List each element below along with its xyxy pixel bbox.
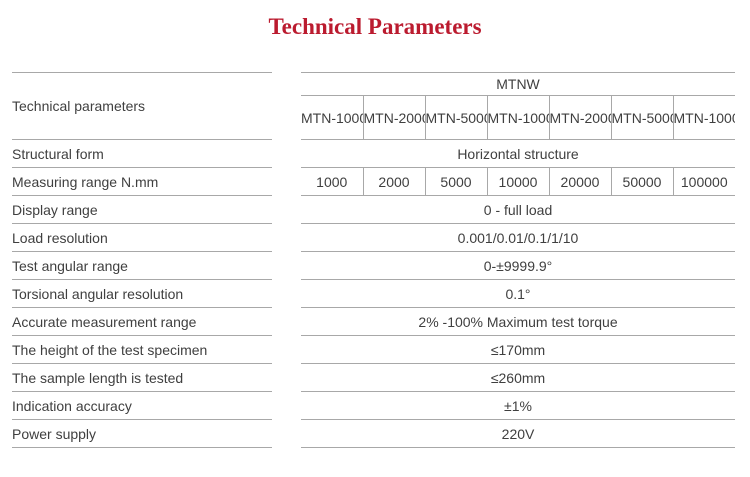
column-spacer — [272, 392, 301, 420]
param-value-span: 0.001/0.01/0.1/1/10 — [301, 223, 736, 252]
param-label: Indication accuracy — [12, 391, 272, 420]
param-value-cell: 50000 — [610, 167, 673, 196]
model-header-cell: MTN-100000W — [672, 95, 736, 140]
table-row: The sample length is tested ≤260mm — [12, 363, 736, 392]
param-label: Torsional angular resolution — [12, 279, 272, 308]
column-spacer — [272, 252, 301, 280]
param-value-cell: 10000 — [486, 167, 549, 196]
model-header-cell: MTN-10000W — [486, 95, 549, 140]
param-value-cell: 100000 — [672, 167, 736, 196]
param-label: The height of the test specimen — [12, 335, 272, 364]
param-value-span: 0.1° — [301, 279, 736, 308]
column-spacer — [272, 224, 301, 252]
param-value-span: 2% -100% Maximum test torque — [301, 307, 736, 336]
spec-table-body: Technical parametersMTNWMTN-1000WMTN-200… — [12, 72, 736, 448]
param-value-cell: 2000 — [362, 167, 425, 196]
param-value-span: ≤260mm — [301, 363, 736, 392]
model-header-cell: MTN-1000W — [301, 95, 363, 140]
table-row: Power supply 220V — [12, 419, 736, 448]
model-header-cell: MTN-2000W — [362, 95, 425, 140]
model-header-cell: MTN-50000W — [610, 95, 673, 140]
param-label: Accurate measurement range — [12, 307, 272, 336]
table-row: Load resolution 0.001/0.01/0.1/1/10 — [12, 223, 736, 252]
param-value-span: ±1% — [301, 391, 736, 420]
column-spacer — [272, 420, 301, 448]
label-column-header: Technical parameters — [12, 72, 272, 140]
column-spacer — [272, 140, 301, 168]
table-row: Measuring range N.mm 1000 2000 5000 10000 200… — [12, 167, 736, 196]
column-spacer — [272, 308, 301, 336]
page-title: Technical Parameters — [268, 14, 482, 39]
series-header: MTNW — [301, 72, 736, 96]
param-label: Power supply — [12, 419, 272, 448]
param-label: Structural form — [12, 139, 272, 168]
model-header-row: MTN-1000WMTN-2000WMTN-5000WMTN-10000WMTN… — [12, 95, 736, 140]
column-spacer — [272, 196, 301, 224]
column-spacer — [272, 364, 301, 392]
param-value-cell: 20000 — [548, 167, 611, 196]
table-row: Structural form Horizontal structure — [12, 139, 736, 168]
table-row: Display range 0 - full load — [12, 195, 736, 224]
table-row: Test angular range 0-±9999.9° — [12, 251, 736, 280]
column-spacer — [272, 168, 301, 196]
param-value-cell: 1000 — [301, 167, 363, 196]
table-row: The height of the test specimen ≤170mm — [12, 335, 736, 364]
model-header-cell: MTN-5000W — [424, 95, 487, 140]
spec-table: Technical parametersMTNWMTN-1000WMTN-200… — [12, 72, 736, 448]
series-header-row: Technical parameters MTNW — [12, 72, 736, 140]
param-label: Test angular range — [12, 251, 272, 280]
table-row: Indication accuracy ±1% — [12, 391, 736, 420]
column-spacer — [272, 73, 301, 140]
param-value-span: ≤170mm — [301, 335, 736, 364]
table-row: Torsional angular resolution 0.1° — [12, 279, 736, 308]
param-value-span: 220V — [301, 419, 736, 448]
param-label: The sample length is tested — [12, 363, 272, 392]
param-label: Load resolution — [12, 223, 272, 252]
column-spacer — [272, 336, 301, 364]
param-label: Display range — [12, 195, 272, 224]
param-value-span: 0 - full load — [301, 195, 736, 224]
table-row: Accurate measurement range 2% -100% Maxim… — [12, 307, 736, 336]
param-value-span: 0-±9999.9° — [301, 251, 736, 280]
param-value-span: Horizontal structure — [301, 139, 736, 168]
column-spacer — [272, 280, 301, 308]
param-value-cell: 5000 — [424, 167, 487, 196]
param-label: Measuring range N.mm — [12, 167, 272, 196]
model-header-cell: MTN-20000W — [548, 95, 611, 140]
